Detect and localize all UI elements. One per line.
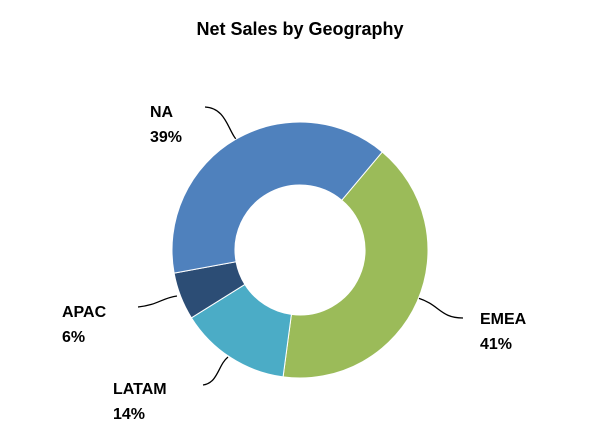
value-label: 41% [480,336,512,353]
leader-line [202,356,229,386]
donut-segment [171,121,383,274]
leader-line [417,297,464,319]
leader-line [137,295,178,308]
value-label: 39% [150,129,182,146]
category-label: LATAM [113,381,167,398]
category-label: APAC [62,304,107,321]
donut-segment [282,151,429,379]
chart-title: Net Sales by Geography [196,19,403,39]
value-label: 6% [62,329,85,346]
category-label: NA [150,104,174,121]
value-label: 14% [113,406,145,423]
category-label: EMEA [480,311,527,328]
leader-line [204,106,241,144]
